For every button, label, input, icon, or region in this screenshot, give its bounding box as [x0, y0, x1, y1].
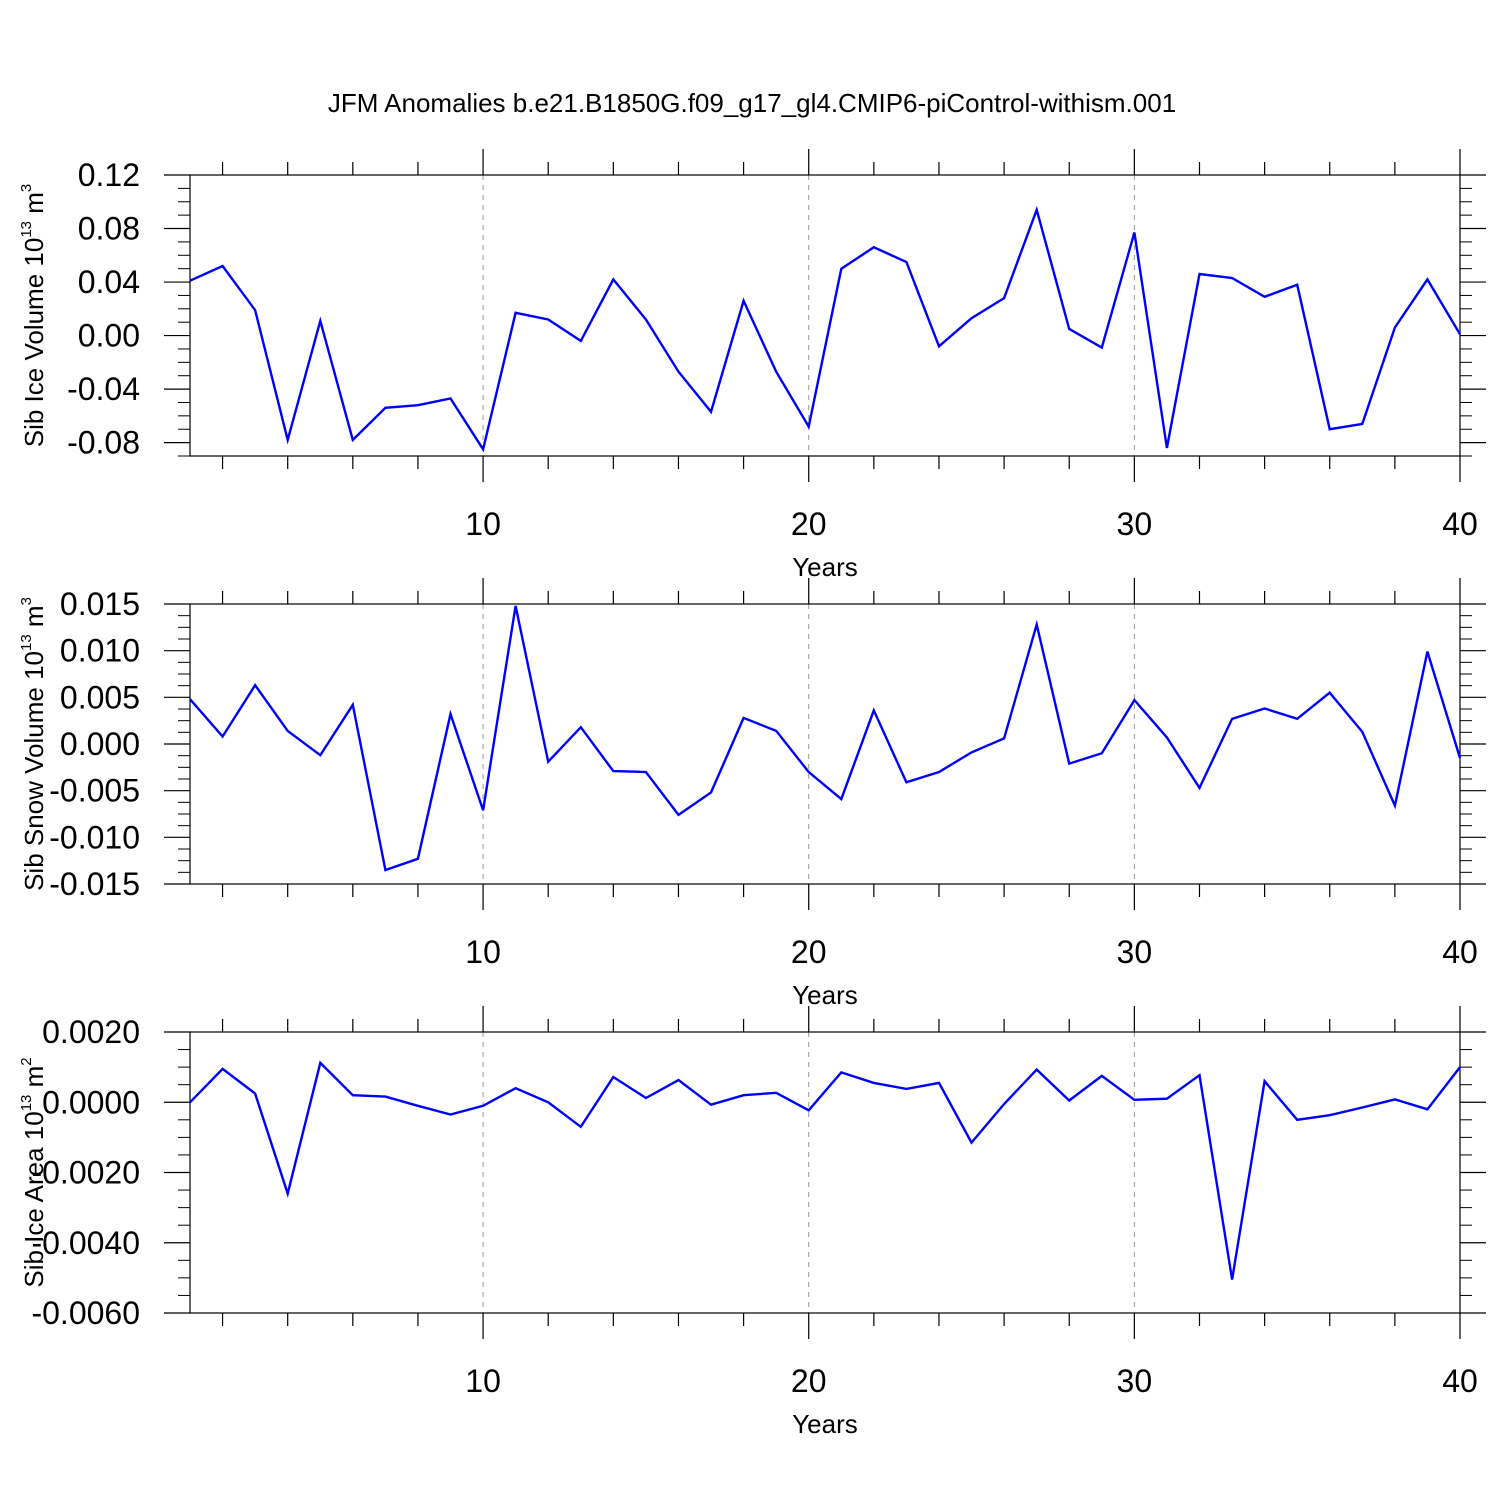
- y-tick-label: -0.08: [67, 425, 140, 461]
- x-tick-label: 20: [791, 934, 827, 970]
- y-tick-label: 0.015: [60, 586, 140, 622]
- x-tick-label: 10: [465, 506, 501, 542]
- x-tick-label: 30: [1117, 1363, 1153, 1399]
- x-tick-label: 20: [791, 506, 827, 542]
- x-tick-label: 40: [1442, 1363, 1478, 1399]
- y-tick-label: 0.00: [78, 318, 140, 354]
- x-tick-label: 30: [1117, 506, 1153, 542]
- panel-2: 0.015 0.010 0.005 0.000 -0.005 -0.010 -0.015 10…: [18, 578, 1486, 1010]
- y-axis-label: Sib Snow Volume 1013 m3: [18, 597, 49, 891]
- x-axis-label: Years: [792, 552, 858, 582]
- y-tick-label: -0.0040: [31, 1225, 140, 1261]
- x-tick-label: 10: [465, 1363, 501, 1399]
- y-ticks: 0.015 0.010 0.005 0.000 -0.005 -0.010 -0.015: [49, 586, 1486, 902]
- y-tick-label: -0.0060: [31, 1295, 140, 1331]
- data-points: [189, 209, 1461, 450]
- x-axis-label: Years: [792, 1409, 858, 1439]
- y-tick-label: 0.0020: [42, 1014, 140, 1050]
- y-tick-label: 0.04: [78, 264, 140, 300]
- series-line: [189, 605, 1462, 872]
- plot-frame: [189, 1031, 1461, 1314]
- x-axis-label: Years: [792, 980, 858, 1010]
- y-tick-label: -0.010: [49, 819, 140, 855]
- y-tick-label: 0.000: [60, 726, 140, 762]
- y-ticks: 0.0020 0.0000 -0.0020 -0.0040 -0.0060: [31, 1014, 1486, 1331]
- y-tick-label: 0.12: [78, 157, 140, 193]
- x-tick-label: 40: [1442, 934, 1478, 970]
- y-tick-label: -0.015: [49, 866, 140, 902]
- x-tick-label: 40: [1442, 506, 1478, 542]
- x-tick-label: 20: [791, 1363, 827, 1399]
- plot-frame: [189, 174, 1461, 457]
- x-ticks: [221, 578, 1461, 910]
- y-tick-label: 0.0000: [42, 1084, 140, 1120]
- y-axis-label: Sib Ice Volume 1013 m3: [18, 184, 49, 448]
- y-tick-label: -0.0020: [31, 1155, 140, 1191]
- y-tick-label: 0.005: [60, 679, 140, 715]
- panel-3: 0.0020 0.0000 -0.0020 -0.0040 -0.0060 10 20 30 4…: [18, 1006, 1486, 1439]
- series-line: [189, 1060, 1461, 1280]
- y-tick-label: -0.04: [67, 371, 140, 407]
- figure-title: JFM Anomalies b.e21.B1850G.f09_g17_gl4.C…: [328, 88, 1176, 118]
- y-tick-label: 0.010: [60, 633, 140, 669]
- y-tick-label: -0.005: [49, 773, 140, 809]
- y-ticks: 0.12 0.08 0.04 0.00 -0.04 -0.08: [67, 157, 1486, 461]
- panels: 0.12 0.08 0.04 0.00 -0.04 -0.08 10 20 30 40 Years S…: [18, 149, 1486, 1439]
- panel-1: 0.12 0.08 0.04 0.00 -0.04 -0.08 10 20 30 40 Years S…: [18, 149, 1486, 582]
- data-points: [189, 605, 1461, 871]
- x-ticks: [221, 149, 1461, 482]
- data-points: [189, 1062, 1461, 1280]
- x-tick-label: 10: [465, 934, 501, 970]
- x-ticks: [221, 1006, 1461, 1339]
- series-line: [189, 205, 1462, 453]
- y-axis-label: Sib Ice Area 1013 m2: [18, 1057, 49, 1287]
- x-tick-label: 30: [1117, 934, 1153, 970]
- y-tick-label: 0.08: [78, 211, 140, 247]
